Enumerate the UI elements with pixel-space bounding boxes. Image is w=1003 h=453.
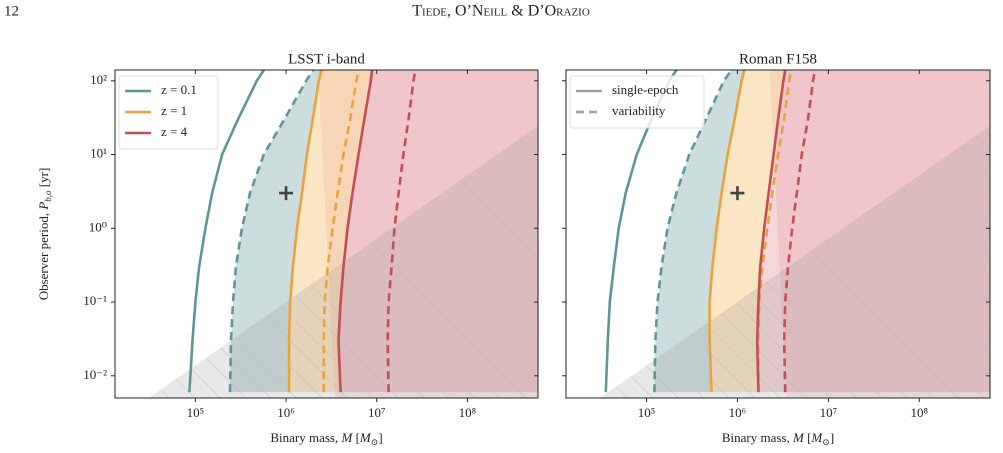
legend-label: z = 4 bbox=[161, 124, 188, 139]
x-tick-label: 10⁶ bbox=[729, 405, 747, 420]
x-label-part: ⊙ bbox=[371, 437, 379, 447]
legend-label: z = 0.1 bbox=[161, 82, 197, 97]
marker bbox=[730, 186, 745, 201]
x-label-part: ] bbox=[830, 430, 834, 445]
frame bbox=[565, 69, 991, 399]
x-label-part: M bbox=[792, 430, 805, 445]
y-tick-label: 10¹ bbox=[90, 146, 107, 161]
x-label-part: Binary mass, bbox=[722, 430, 793, 445]
x-tick-label: 10⁷ bbox=[820, 405, 838, 420]
frame bbox=[114, 69, 539, 399]
y-label-part: Observer period, bbox=[36, 210, 51, 301]
legend-box bbox=[569, 75, 705, 129]
x-tick-label: 10⁷ bbox=[368, 405, 386, 420]
curve bbox=[322, 70, 360, 393]
y-tick-label: 10⁻¹ bbox=[83, 293, 107, 308]
x-axis-label: Binary mass, M [M⊙] bbox=[270, 430, 382, 447]
marker bbox=[279, 186, 294, 201]
curve bbox=[287, 70, 323, 393]
excluded-hatch bbox=[148, 125, 538, 398]
legend-label: single-epoch bbox=[612, 82, 679, 97]
x-label-part: M bbox=[810, 430, 823, 445]
x-tick-label: 10⁸ bbox=[910, 405, 928, 420]
legend-label: z = 1 bbox=[161, 103, 187, 118]
curve bbox=[653, 70, 733, 393]
x-label-part: M bbox=[340, 430, 353, 445]
plot-area bbox=[115, 70, 538, 398]
x-tick-label: 10⁸ bbox=[459, 405, 477, 420]
curve bbox=[337, 70, 374, 393]
x-tick-label: 10⁵ bbox=[187, 405, 205, 420]
y-axis-label: Observer period, Pb,o [yr] bbox=[36, 168, 53, 301]
curve bbox=[755, 70, 787, 393]
y-label-part: b,o bbox=[43, 190, 53, 202]
curve bbox=[782, 70, 817, 393]
running-head: Tiede, O’Neill & D’Orazio bbox=[412, 3, 590, 20]
curve bbox=[386, 70, 417, 393]
band-fill bbox=[654, 70, 745, 393]
curve bbox=[188, 70, 265, 393]
excluded-hatch bbox=[599, 125, 990, 398]
x-label-part: ⊙ bbox=[822, 437, 830, 447]
x-axis-label: Binary mass, M [M⊙] bbox=[722, 430, 834, 447]
legend-box bbox=[118, 75, 219, 150]
x-label-part: [ bbox=[352, 430, 360, 445]
curve bbox=[228, 70, 315, 393]
y-label-part: P bbox=[36, 202, 51, 211]
x-label-part: M bbox=[359, 430, 372, 445]
x-label-part: Binary mass, bbox=[270, 430, 341, 445]
x-tick-label: 10⁵ bbox=[638, 405, 656, 420]
band-fill bbox=[230, 70, 322, 393]
y-tick-label: 10² bbox=[90, 72, 107, 87]
y-tick-label: 10⁰ bbox=[89, 219, 107, 234]
x-label-part: [ bbox=[804, 430, 812, 445]
legend-label: variability bbox=[612, 103, 666, 118]
y-tick-label: 10⁻² bbox=[83, 367, 107, 382]
panel-title: Roman F158 bbox=[739, 51, 817, 67]
x-label-part: ] bbox=[378, 430, 382, 445]
page-number: 12 bbox=[4, 3, 19, 19]
panel-title: LSST i-band bbox=[288, 51, 365, 67]
curve bbox=[708, 70, 746, 393]
y-label-part: [yr] bbox=[36, 168, 51, 191]
x-tick-label: 10⁶ bbox=[277, 405, 295, 420]
